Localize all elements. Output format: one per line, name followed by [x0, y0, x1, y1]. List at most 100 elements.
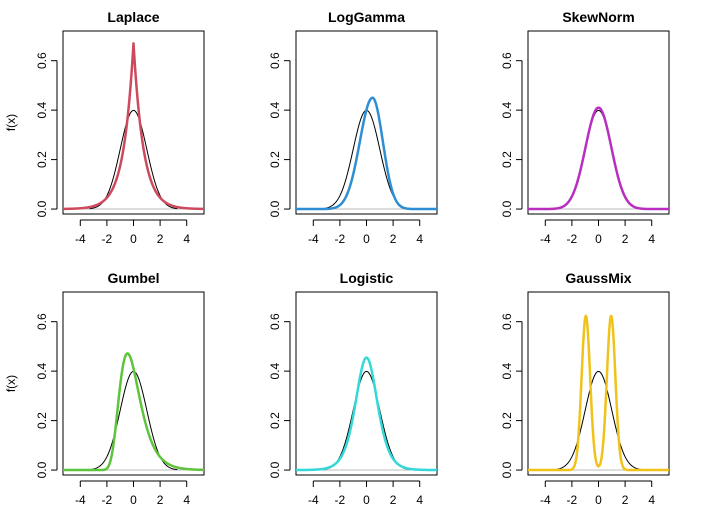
reference-normal-curve [322, 109, 411, 210]
x-tick-label: -2 [567, 232, 578, 246]
y-tick-label: 0.6 [35, 313, 49, 330]
panel-loggamma: LogGamma -4 -2 0 2 4 0.0 0.2 0.4 0.6 [268, 9, 438, 246]
y-tick-label: 0.4 [500, 362, 514, 379]
density-curve [296, 356, 437, 472]
y-axis: 0.0 0.2 0.4 0.6 f(x) [4, 52, 58, 217]
x-tick-label: 2 [390, 232, 397, 246]
x-tick-label: 2 [622, 493, 629, 507]
x-axis: -4 -2 0 2 4 [308, 219, 423, 246]
density-curve [296, 96, 437, 211]
x-tick-label: -4 [540, 232, 551, 246]
y-tick-label: 0.2 [35, 151, 49, 168]
y-tick-label: 0.4 [500, 101, 514, 118]
x-tick-label: 4 [416, 493, 423, 507]
x-tick-label: 0 [595, 232, 602, 246]
y-tick-label: 0.4 [35, 362, 49, 379]
y-tick-label: 0.4 [268, 101, 282, 118]
y-tick-label: 0.2 [500, 412, 514, 429]
plot-frame [62, 30, 205, 215]
y-axis: 0.0 0.2 0.4 0.6 f(x) [4, 313, 58, 478]
panel-title: SkewNorm [562, 9, 634, 25]
y-tick-label: 0.0 [35, 200, 49, 217]
plot-area [528, 314, 669, 472]
plot-area [63, 352, 204, 472]
x-tick-label: -2 [335, 232, 346, 246]
y-tick-label: 0.2 [500, 151, 514, 168]
x-axis: -4 -2 0 2 4 [540, 480, 655, 507]
y-tick-label: 0.6 [35, 52, 49, 69]
reference-normal-curve [89, 370, 178, 471]
plot-area [296, 96, 437, 211]
x-tick-label: 4 [648, 493, 655, 507]
x-tick-label: 4 [183, 232, 190, 246]
plot-area [528, 106, 669, 211]
x-tick-label: 2 [622, 232, 629, 246]
x-tick-label: -4 [75, 493, 86, 507]
y-tick-label: 0.0 [268, 461, 282, 478]
x-tick-label: 4 [416, 232, 423, 246]
x-tick-label: 2 [157, 493, 164, 507]
x-tick-label: -2 [335, 493, 346, 507]
y-axis-label: f(x) [4, 114, 18, 131]
plot-frame [527, 30, 670, 215]
panel-gumbel: Gumbel -4 -2 0 2 4 0.0 0.2 0.4 0.6 f(x) [4, 270, 205, 507]
y-tick-label: 0.2 [268, 151, 282, 168]
plot-frame [527, 291, 670, 476]
x-tick-label: 4 [648, 232, 655, 246]
y-axis: 0.0 0.2 0.4 0.6 [500, 52, 523, 217]
reference-normal-curve [554, 109, 643, 210]
plot-frame [295, 30, 438, 215]
y-tick-label: 0.0 [35, 461, 49, 478]
x-tick-label: 0 [130, 232, 137, 246]
density-curve [528, 314, 669, 472]
x-tick-label: 0 [595, 493, 602, 507]
x-tick-label: -4 [308, 493, 319, 507]
y-tick-label: 0.4 [268, 362, 282, 379]
x-tick-label: -2 [102, 493, 113, 507]
panel-gaussmix: GaussMix -4 -2 0 2 4 0.0 0.2 0.4 0.6 [500, 270, 670, 507]
y-tick-label: 0.2 [35, 412, 49, 429]
x-tick-label: 4 [183, 493, 190, 507]
x-axis: -4 -2 0 2 4 [308, 480, 423, 507]
y-tick-label: 0.6 [268, 52, 282, 69]
y-tick-label: 0.0 [500, 461, 514, 478]
y-tick-label: 0.2 [268, 412, 282, 429]
x-tick-label: 0 [363, 493, 370, 507]
x-tick-label: 2 [390, 493, 397, 507]
x-tick-label: -2 [567, 493, 578, 507]
panel-title: LogGamma [328, 9, 405, 25]
y-tick-label: 0.6 [500, 313, 514, 330]
y-axis-label: f(x) [4, 375, 18, 392]
x-tick-label: -4 [540, 493, 551, 507]
density-curve [528, 106, 669, 211]
plot-area [296, 356, 437, 472]
reference-normal-curve [322, 370, 411, 471]
density-curve [63, 352, 204, 472]
reference-normal-curve [554, 370, 643, 471]
x-tick-label: -4 [308, 232, 319, 246]
y-axis: 0.0 0.2 0.4 0.6 [268, 313, 291, 478]
panel-logistic: Logistic -4 -2 0 2 4 0.0 0.2 0.4 0.6 [268, 270, 438, 507]
x-tick-label: -4 [75, 232, 86, 246]
x-tick-label: 2 [157, 232, 164, 246]
x-tick-label: 0 [363, 232, 370, 246]
y-tick-label: 0.6 [268, 313, 282, 330]
panel-title: GaussMix [565, 270, 631, 286]
y-axis: 0.0 0.2 0.4 0.6 [268, 52, 291, 217]
panel-laplace: Laplace -4 -2 0 2 4 0.0 0.2 0.4 0.6 f(x) [4, 9, 205, 246]
plot-area [63, 42, 204, 211]
y-axis: 0.0 0.2 0.4 0.6 [500, 313, 523, 478]
panel-skewnorm: SkewNorm -4 -2 0 2 4 0.0 0.2 0.4 0.6 [500, 9, 670, 246]
y-tick-label: 0.4 [35, 101, 49, 118]
density-curve [63, 42, 204, 211]
y-tick-label: 0.6 [500, 52, 514, 69]
y-tick-label: 0.0 [268, 200, 282, 217]
panel-title: Laplace [107, 9, 159, 25]
reference-normal-curve [89, 109, 178, 210]
panel-title: Logistic [340, 270, 394, 286]
plot-frame [62, 291, 205, 476]
x-tick-label: -2 [102, 232, 113, 246]
x-axis: -4 -2 0 2 4 [75, 480, 190, 507]
x-tick-label: 0 [130, 493, 137, 507]
